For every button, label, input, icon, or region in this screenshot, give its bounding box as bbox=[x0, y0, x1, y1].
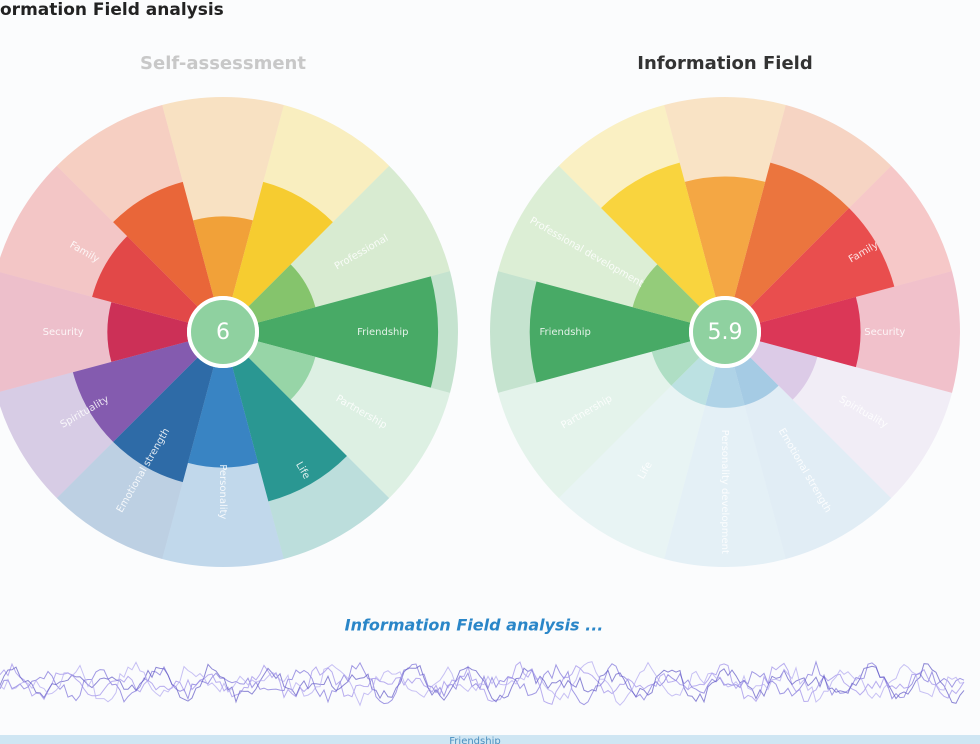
segment bbox=[248, 341, 316, 400]
segment-label: Friendship bbox=[357, 327, 408, 338]
wave-line bbox=[0, 661, 965, 705]
segment bbox=[734, 357, 779, 406]
score: 6 bbox=[216, 320, 230, 345]
tab-bar bbox=[0, 735, 980, 744]
segment bbox=[651, 341, 700, 386]
segment bbox=[257, 276, 439, 388]
segment-label: Personality bbox=[217, 464, 228, 519]
segment bbox=[232, 181, 333, 307]
status-text: Information Field analysis ... bbox=[345, 616, 604, 635]
segment bbox=[107, 302, 189, 362]
segment bbox=[193, 216, 253, 298]
segment bbox=[705, 366, 745, 408]
segment bbox=[92, 236, 198, 323]
wave-line bbox=[0, 661, 965, 707]
wave-line bbox=[0, 663, 965, 704]
segment-bg bbox=[734, 357, 892, 559]
segment bbox=[529, 281, 691, 383]
segment-label: Security bbox=[864, 327, 905, 338]
wheel-title: Self-assessment bbox=[140, 53, 306, 74]
score: 5.9 bbox=[708, 320, 743, 345]
segment-label: Personality development bbox=[719, 430, 730, 554]
tab-label[interactable]: Friendship bbox=[449, 736, 500, 744]
segment-label: Security bbox=[43, 327, 84, 338]
segment bbox=[684, 176, 766, 298]
segment bbox=[750, 208, 895, 323]
wheels: FriendshipPartnershipLifePersonalityEmot… bbox=[0, 97, 960, 567]
segment bbox=[187, 366, 259, 468]
page-title: ormation Field analysis bbox=[0, 0, 224, 20]
segment bbox=[632, 264, 700, 323]
segment bbox=[750, 341, 818, 400]
segment bbox=[113, 181, 214, 307]
wheel-title: Information Field bbox=[637, 53, 812, 74]
segment bbox=[113, 357, 214, 483]
segment bbox=[248, 264, 316, 323]
segment-bg bbox=[162, 97, 284, 298]
segment bbox=[734, 162, 849, 307]
segment bbox=[759, 296, 861, 368]
segment-bg bbox=[558, 357, 716, 559]
score-badge bbox=[689, 296, 761, 368]
segment bbox=[601, 162, 716, 307]
segment bbox=[232, 357, 347, 502]
segment-bg bbox=[664, 366, 786, 567]
waveform bbox=[0, 660, 965, 707]
segment-bg bbox=[0, 272, 189, 392]
segment bbox=[72, 341, 198, 442]
wheel: FriendshipPartnershipLifePersonalityEmot… bbox=[0, 97, 458, 567]
segment-label: Friendship bbox=[539, 327, 590, 338]
segment-bg bbox=[498, 341, 700, 499]
wave-line bbox=[0, 660, 965, 706]
score-badge bbox=[187, 296, 259, 368]
segment bbox=[671, 357, 716, 406]
